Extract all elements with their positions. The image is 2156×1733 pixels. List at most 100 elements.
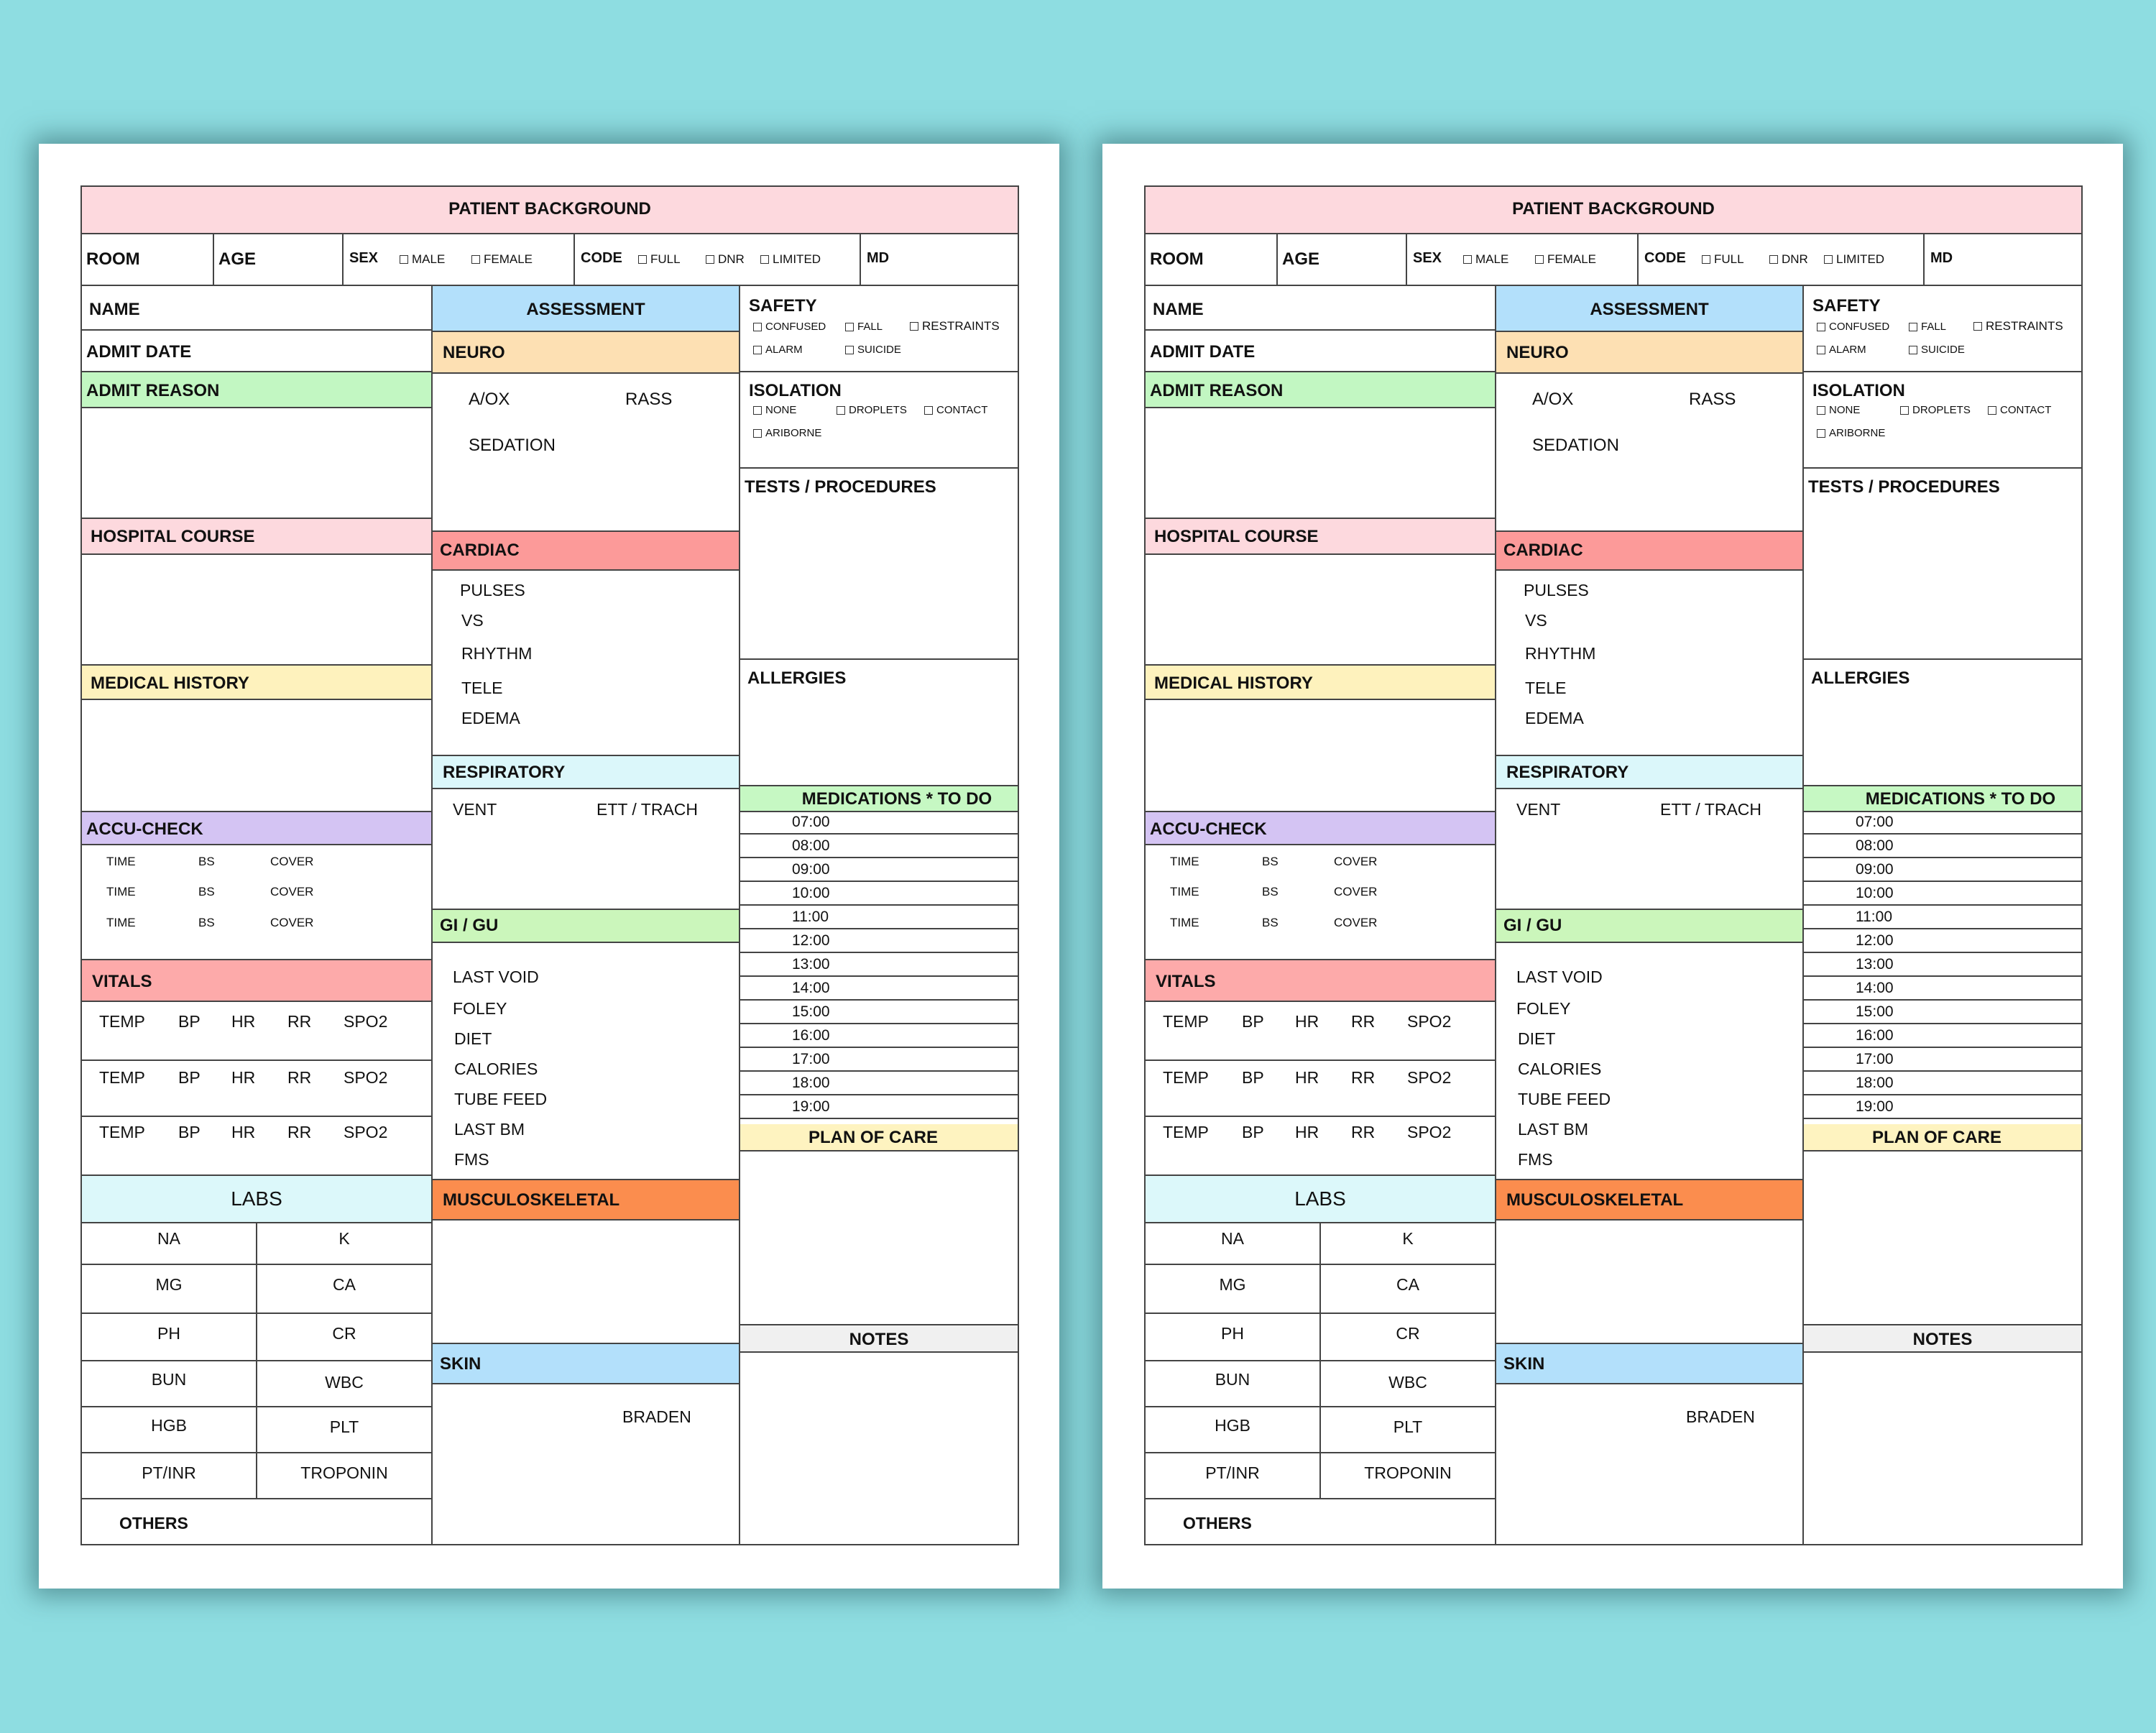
medication-time-row[interactable]: 19:00 [1802, 1095, 2081, 1119]
medication-time-row[interactable]: 14:00 [1802, 977, 2081, 1001]
medication-time-row[interactable]: 12:00 [739, 929, 1018, 953]
checkbox-icon[interactable] [471, 255, 480, 264]
checkbox-icon[interactable] [1988, 405, 1996, 415]
gigu-tube-feed: TUBE FEED [1518, 1090, 1611, 1108]
checkbox-icon[interactable] [1909, 345, 1917, 354]
lab-troponin: TROPONIN [1364, 1463, 1452, 1482]
code-option-limited[interactable]: LIMITED [1824, 252, 1884, 267]
medication-time-row[interactable]: 09:00 [1802, 858, 2081, 882]
medication-time-row[interactable]: 14:00 [739, 977, 1018, 1001]
checkbox-icon[interactable] [753, 428, 762, 438]
sex-option-male[interactable]: MALE [400, 252, 445, 267]
safety-option-confused[interactable]: CONFUSED [1817, 321, 1889, 333]
safety-option-suicide[interactable]: SUICIDE [1909, 344, 1965, 356]
labs-title: LABS [1294, 1187, 1346, 1210]
medication-time-row[interactable]: 19:00 [739, 1095, 1018, 1119]
medication-time-label: 17:00 [792, 1051, 830, 1067]
checkbox-icon[interactable] [1973, 322, 1982, 331]
isolation-option-none[interactable]: NONE [1817, 404, 1860, 416]
gigu-last-bm: LAST BM [1518, 1120, 1588, 1139]
isolation-option-droplets[interactable]: DROPLETS [837, 404, 907, 416]
medication-time-row[interactable]: 15:00 [739, 1001, 1018, 1024]
checkbox-icon[interactable] [400, 255, 408, 264]
medication-time-label: 18:00 [1856, 1075, 1894, 1091]
medication-time-row[interactable]: 17:00 [739, 1048, 1018, 1072]
checkbox-icon[interactable] [837, 405, 845, 415]
cardiac-pulses: PULSES [460, 581, 525, 599]
isolation-option-none[interactable]: NONE [753, 404, 796, 416]
isolation-option-contact[interactable]: CONTACT [1988, 404, 2051, 416]
medication-time-row[interactable]: 13:00 [1802, 953, 2081, 977]
medication-time-row[interactable]: 07:00 [1802, 811, 2081, 835]
medication-time-row[interactable]: 07:00 [739, 811, 1018, 835]
medication-time-row[interactable]: 10:00 [739, 882, 1018, 906]
safety-option-confused[interactable]: CONFUSED [753, 321, 826, 333]
medication-time-row[interactable]: 17:00 [1802, 1048, 2081, 1072]
sex-option-female[interactable]: FEMALE [1535, 252, 1596, 267]
safety-option-restraints[interactable]: RESTRAINTS [910, 319, 1000, 334]
medication-time-row[interactable]: 13:00 [739, 953, 1018, 977]
checkbox-icon[interactable] [910, 322, 918, 331]
safety-option-suicide[interactable]: SUICIDE [845, 344, 901, 356]
safety-option-alarm[interactable]: ALARM [753, 344, 803, 356]
allergies-label: ALLERGIES [747, 668, 847, 688]
isolation-option-contact[interactable]: CONTACT [924, 404, 987, 416]
safety-option-alarm[interactable]: ALARM [1817, 344, 1866, 356]
checkbox-icon[interactable] [753, 345, 762, 354]
patient-background-title: PATIENT BACKGROUND [1512, 199, 1715, 219]
checkbox-icon[interactable] [1817, 322, 1825, 331]
isolation-option-ariborne[interactable]: ARIBORNE [753, 427, 821, 439]
checkbox-icon[interactable] [1702, 255, 1710, 264]
checkbox-icon[interactable] [1900, 405, 1909, 415]
code-option-dnr[interactable]: DNR [706, 252, 745, 267]
sex-option-female[interactable]: FEMALE [471, 252, 533, 267]
accu-bs: BS [1262, 916, 1279, 929]
medication-time-row[interactable]: 11:00 [739, 906, 1018, 929]
checkbox-icon[interactable] [753, 405, 762, 415]
medical-history-header [82, 666, 431, 699]
checkbox-icon[interactable] [1817, 405, 1825, 415]
checkbox-icon[interactable] [706, 255, 714, 264]
code-option-full[interactable]: FULL [638, 252, 681, 267]
code-option-dnr[interactable]: DNR [1769, 252, 1808, 267]
medication-time-row[interactable]: 11:00 [1802, 906, 2081, 929]
sex-label: SEX [349, 250, 379, 266]
medication-time-row[interactable]: 08:00 [739, 835, 1018, 858]
admit-reason-header [82, 372, 431, 407]
code-option-full[interactable]: FULL [1702, 252, 1744, 267]
patient-background-header [82, 187, 1018, 233]
checkbox-icon[interactable] [1463, 255, 1472, 264]
checkbox-icon[interactable] [924, 405, 933, 415]
checkbox-icon[interactable] [845, 345, 854, 354]
checkbox-icon[interactable] [1909, 322, 1917, 331]
medication-time-row[interactable]: 16:00 [1802, 1024, 2081, 1048]
medication-time-row[interactable]: 18:00 [739, 1072, 1018, 1095]
checkbox-icon[interactable] [638, 255, 647, 264]
medication-time-row[interactable]: 12:00 [1802, 929, 2081, 953]
safety-option-fall[interactable]: FALL [845, 321, 883, 333]
checkbox-icon[interactable] [1824, 255, 1833, 264]
checkbox-icon[interactable] [760, 255, 769, 264]
checkbox-icon[interactable] [753, 322, 762, 331]
medication-time-row[interactable]: 18:00 [1802, 1072, 2081, 1095]
medication-time-row[interactable]: 16:00 [739, 1024, 1018, 1048]
checkbox-icon[interactable] [1769, 255, 1778, 264]
medication-time-row[interactable]: 10:00 [1802, 882, 2081, 906]
code-option-limited[interactable]: LIMITED [760, 252, 821, 267]
admit-date-label: ADMIT DATE [86, 342, 192, 362]
medication-time-row[interactable]: 08:00 [1802, 835, 2081, 858]
neuro-label: NEURO [1506, 343, 1569, 362]
medication-time-row[interactable]: 15:00 [1802, 1001, 2081, 1024]
gigu-fms: FMS [1518, 1150, 1553, 1169]
checkbox-icon[interactable] [1817, 428, 1825, 438]
notes-title: NOTES [1912, 1330, 1973, 1349]
safety-option-fall[interactable]: FALL [1909, 321, 1946, 333]
checkbox-icon[interactable] [845, 322, 854, 331]
checkbox-icon[interactable] [1535, 255, 1544, 264]
medication-time-row[interactable]: 09:00 [739, 858, 1018, 882]
checkbox-icon[interactable] [1817, 345, 1825, 354]
safety-option-restraints[interactable]: RESTRAINTS [1973, 319, 2063, 334]
isolation-option-droplets[interactable]: DROPLETS [1900, 404, 1971, 416]
isolation-option-ariborne[interactable]: ARIBORNE [1817, 427, 1885, 439]
sex-option-male[interactable]: MALE [1463, 252, 1508, 267]
